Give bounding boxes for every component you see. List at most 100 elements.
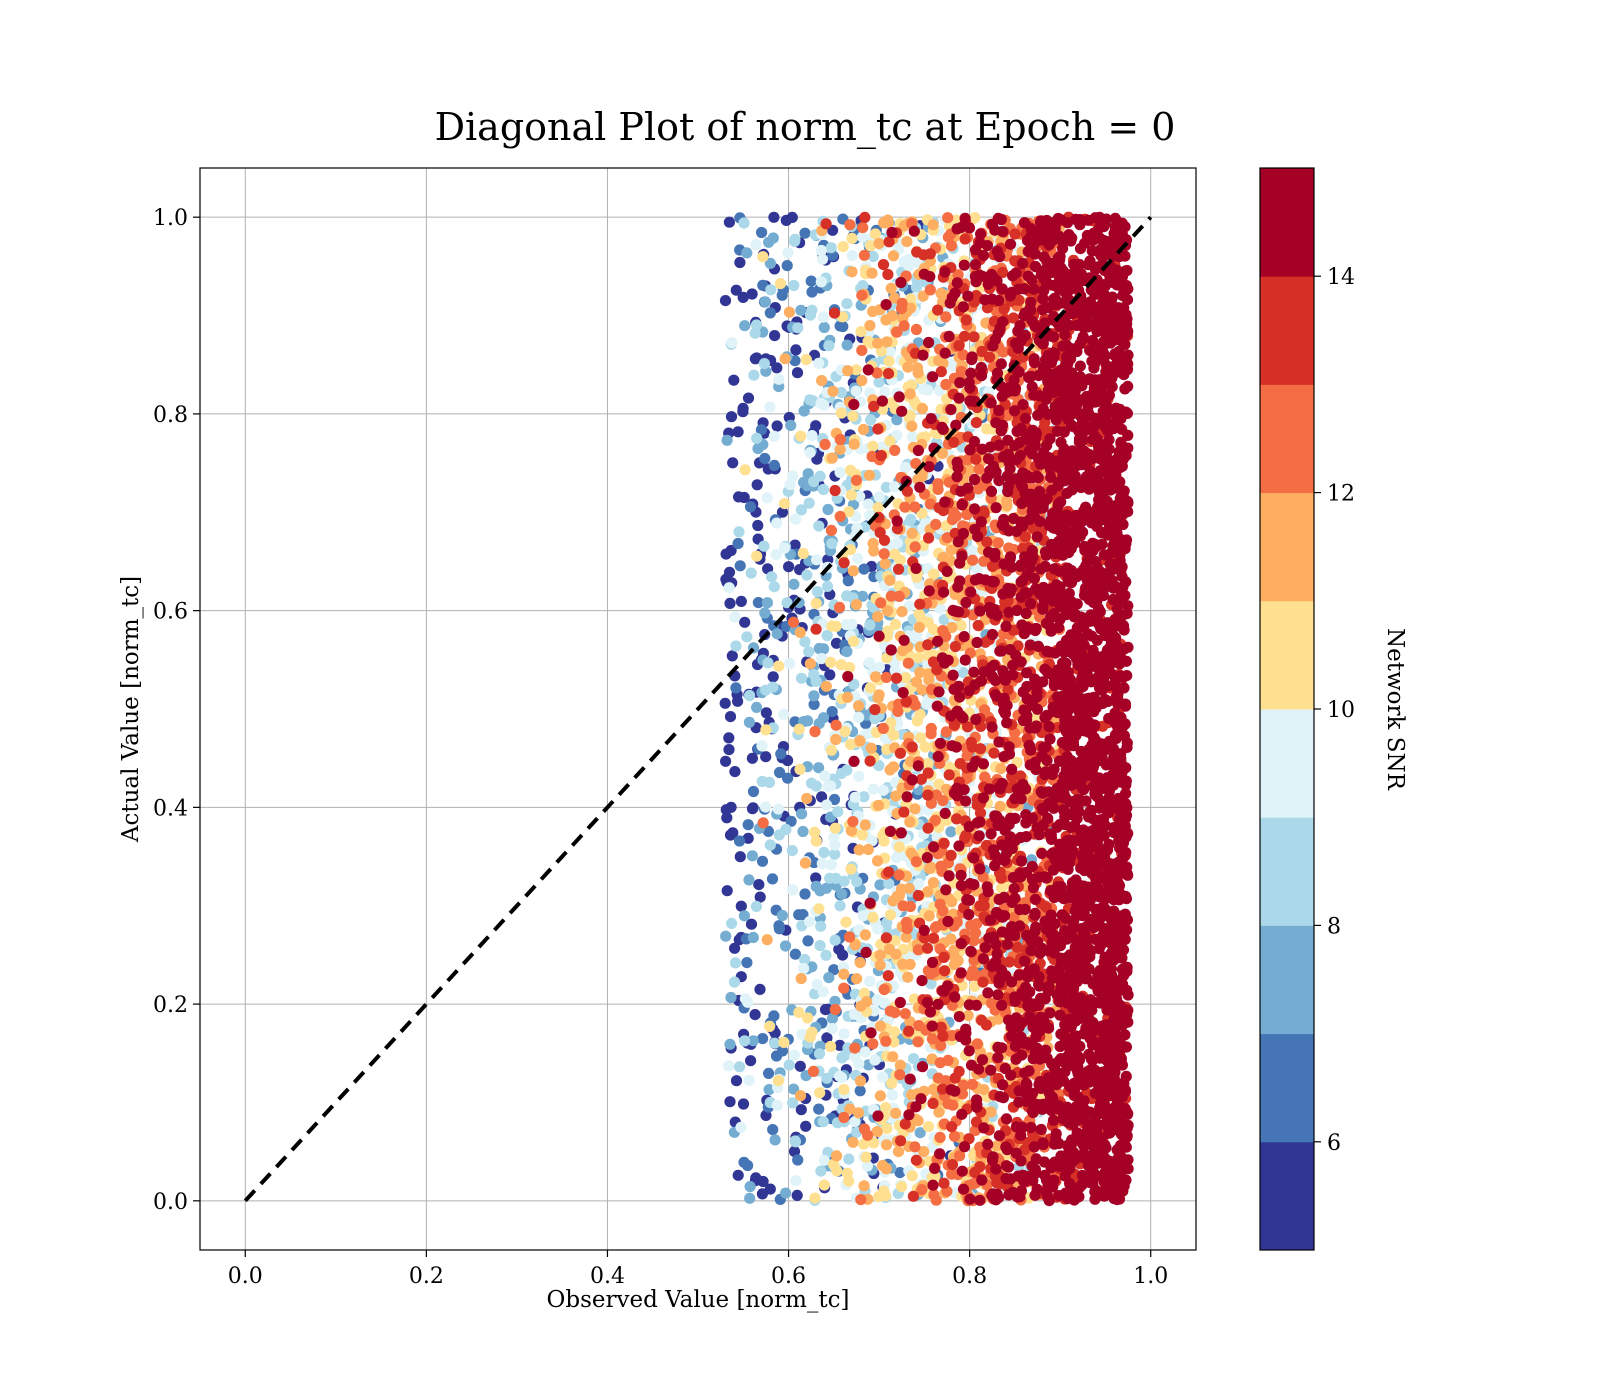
scatter-point: [752, 597, 765, 609]
scatter-point: [923, 910, 935, 922]
scatter-point: [872, 502, 884, 514]
scatter-point: [790, 513, 802, 525]
scatter-point: [873, 661, 886, 673]
scatter-point: [814, 940, 826, 952]
scatter-point: [780, 1187, 792, 1199]
scatter-point: [910, 323, 923, 336]
scatter-point: [763, 1084, 775, 1096]
scatter-point: [934, 1057, 946, 1069]
scatter-point: [815, 276, 827, 288]
scatter-point: [975, 228, 987, 240]
scatter-point: [865, 414, 877, 426]
scatter-point: [735, 1121, 747, 1133]
scatter-point: [940, 311, 952, 323]
scatter-point: [957, 349, 969, 361]
scatter-point: [724, 1038, 736, 1050]
scatter-point: [891, 326, 903, 338]
scatter-point: [847, 816, 859, 828]
scatter-point: [877, 259, 890, 271]
scatter-point: [823, 340, 835, 352]
scatter-point: [963, 1045, 975, 1057]
scatter-point: [904, 900, 917, 913]
scatter-point: [916, 507, 928, 519]
scatter-point: [994, 251, 1006, 263]
scatter-point: [963, 464, 976, 476]
scatter-point: [876, 395, 889, 407]
scatter-point: [818, 846, 830, 859]
scatter-point: [887, 895, 899, 907]
scatter-point: [738, 1156, 750, 1168]
scatter-point: [826, 452, 838, 464]
scatter-point: [874, 1090, 887, 1102]
scatter-point: [829, 1003, 841, 1016]
scatter-point: [858, 563, 870, 575]
scatter-point: [856, 829, 868, 841]
scatter-point: [970, 453, 982, 465]
scatter-point: [754, 983, 766, 996]
scatter-point: [912, 760, 924, 772]
scatter-point: [877, 722, 889, 735]
scatter-point: [829, 484, 841, 497]
scatter-point: [939, 347, 951, 359]
scatter-point: [1122, 380, 1134, 392]
scatter-point: [933, 1106, 945, 1118]
scatter-point: [859, 819, 871, 831]
scatter-point: [760, 707, 773, 719]
scatter-point: [945, 826, 957, 838]
scatter-point: [989, 551, 1001, 563]
scatter-point: [946, 621, 958, 634]
scatter-point: [970, 417, 983, 429]
scatter-point: [985, 1106, 997, 1118]
scatter-point: [767, 232, 779, 244]
scatter-point: [758, 540, 770, 552]
scatter-point: [813, 1048, 826, 1060]
scatter-point: [877, 784, 889, 796]
scatter-point: [939, 266, 951, 278]
scatter-point: [932, 304, 944, 316]
scatter-point: [738, 910, 751, 922]
scatter-point: [857, 280, 869, 292]
scatter-point: [816, 791, 828, 803]
scatter-point: [913, 608, 925, 620]
scatter-point: [945, 849, 957, 862]
scatter-point: [872, 423, 884, 435]
scatter-point: [1103, 434, 1115, 446]
scatter-point: [817, 1116, 829, 1128]
scatter-point: [769, 1037, 781, 1049]
scatter-point: [910, 856, 923, 868]
scatter-point: [746, 288, 758, 300]
scatter-point: [830, 719, 842, 731]
scatter-point: [797, 909, 809, 921]
scatter-point: [960, 314, 972, 326]
scatter-point: [950, 510, 962, 522]
scatter-point: [971, 563, 983, 575]
scatter-point: [815, 244, 827, 257]
scatter-point: [1000, 970, 1012, 982]
scatter-point: [764, 257, 777, 269]
scatter-point: [826, 1012, 839, 1024]
scatter-point: [857, 423, 870, 436]
scatter-point: [747, 785, 760, 798]
scatter-point: [896, 606, 908, 618]
scatter-point: [984, 914, 997, 926]
scatter-point: [969, 1124, 982, 1136]
scatter-point: [1029, 893, 1041, 906]
scatter-point: [1044, 1007, 1056, 1019]
scatter-point: [818, 643, 830, 655]
scatter-point: [947, 1099, 959, 1111]
scatter-point: [747, 1035, 759, 1047]
scatter-point: [836, 1072, 848, 1084]
scatter-point: [1007, 312, 1020, 324]
scatter-point: [878, 835, 890, 847]
scatter-point: [849, 1051, 861, 1063]
scatter-point: [855, 1194, 867, 1206]
scatter-point: [962, 454, 974, 466]
scatter-point: [909, 541, 921, 553]
scatter-point: [927, 1179, 939, 1191]
scatter-point: [895, 883, 908, 895]
scatter-point: [785, 419, 797, 431]
scatter-point: [789, 233, 801, 245]
scatter-point: [1020, 1077, 1032, 1089]
scatter-point: [882, 268, 894, 281]
scatter-point: [878, 997, 891, 1009]
